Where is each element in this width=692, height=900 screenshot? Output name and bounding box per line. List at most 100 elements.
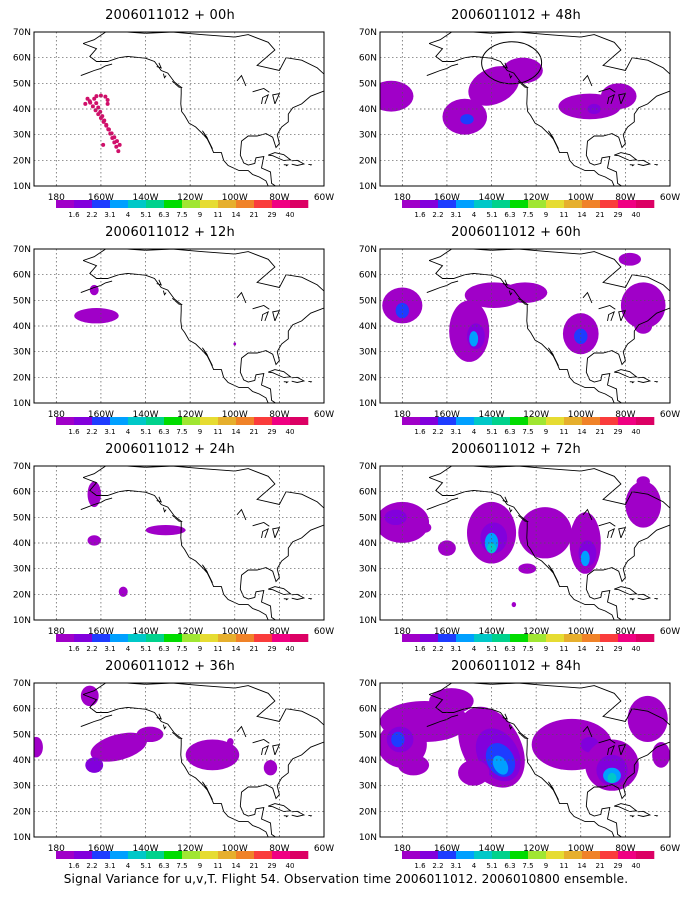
map-svg: 70N 60N 50N 40N 30N 20N 10N 180 160W 140W 120W 100W… bbox=[13, 28, 334, 200]
colorbar-label: 11 bbox=[560, 645, 569, 653]
colorbar-swatch bbox=[510, 417, 529, 425]
colorbar-label: 5.1 bbox=[486, 645, 497, 653]
colorbar-label: 5.1 bbox=[486, 862, 497, 870]
colorbar-label: 29 bbox=[614, 862, 623, 870]
lat-tick-label: 60N bbox=[359, 54, 377, 64]
variance-shading bbox=[627, 695, 668, 743]
variance-shading bbox=[574, 328, 588, 344]
map-panel-36h: 2006011012 + 36h 70N 60N 50N 40N 30N 20N 10N 180… bbox=[0, 655, 340, 870]
coastline bbox=[618, 309, 627, 322]
variance-shading bbox=[607, 772, 617, 784]
colorbar-swatch bbox=[74, 634, 93, 642]
colorbar-label: 2.2 bbox=[86, 862, 97, 870]
colorbar: 1.6 2.2 3.1 4 5.1 6.3 7.5 9 11 14 21 29 40 bbox=[346, 634, 686, 654]
panel-title: 2006011012 + 48h bbox=[451, 8, 581, 23]
colorbar-swatch bbox=[290, 851, 309, 859]
coastline bbox=[607, 311, 616, 322]
lon-tick-label: 140W bbox=[478, 193, 504, 200]
colorbar-svg: 1.6 2.2 3.1 4 5.1 6.3 7.5 9 11 14 21 29 40 bbox=[402, 634, 655, 653]
flight-track-point bbox=[102, 118, 107, 123]
colorbar-label: 2.2 bbox=[86, 645, 97, 653]
coastline bbox=[428, 466, 670, 620]
colorbar-label: 14 bbox=[232, 645, 241, 653]
colorbar-swatch bbox=[582, 851, 601, 859]
lat-tick-label: 70N bbox=[359, 28, 377, 38]
colorbar-swatch bbox=[582, 634, 601, 642]
coastline bbox=[582, 725, 593, 738]
lon-tick-label: 80W bbox=[615, 193, 635, 200]
colorbar-swatch bbox=[492, 851, 511, 859]
colorbar-swatch bbox=[438, 851, 457, 859]
colorbar-swatch bbox=[420, 634, 439, 642]
variance-shading bbox=[89, 284, 99, 296]
coastline bbox=[82, 32, 324, 186]
colorbar-swatch bbox=[110, 200, 129, 208]
lon-tick-label: 80W bbox=[615, 844, 635, 851]
colorbar-label: 4 bbox=[126, 862, 131, 870]
lon-tick-label: 80W bbox=[269, 844, 289, 851]
lon-tick-label: 120W bbox=[177, 844, 203, 851]
coastline bbox=[637, 593, 652, 600]
lon-tick-label: 140W bbox=[478, 627, 504, 634]
colorbar-label: 3.1 bbox=[104, 211, 115, 219]
map-svg: 70N 60N 50N 40N 30N 20N 10N 180 160W 140W 120W 100W… bbox=[359, 679, 680, 851]
colorbar-label: 4 bbox=[126, 645, 131, 653]
colorbar-swatch bbox=[528, 851, 547, 859]
coastline bbox=[629, 598, 635, 601]
map-panel-0h: 2006011012 + 00h 70N 60N 50N 40N 30N 20N 10N 180… bbox=[0, 4, 340, 219]
colorbar-swatch bbox=[254, 417, 273, 425]
colorbar: 1.6 2.2 3.1 4 5.1 6.3 7.5 9 11 14 21 29 40 bbox=[346, 851, 686, 871]
colorbar-swatch bbox=[510, 200, 529, 208]
colorbar-swatch bbox=[474, 200, 493, 208]
colorbar-swatch bbox=[546, 200, 565, 208]
variance-shading bbox=[90, 732, 147, 762]
map-panel-84h: 2006011012 + 84h 70N 60N 50N 40N 30N 20N 10N 180… bbox=[346, 655, 686, 870]
lat-tick-label: 50N bbox=[13, 513, 31, 523]
coastline bbox=[582, 508, 593, 521]
coastline bbox=[162, 290, 167, 296]
coastline bbox=[291, 376, 306, 383]
map-plot: 70N 60N 50N 40N 30N 20N 10N 180 160W 140W 120W 100W… bbox=[346, 28, 686, 200]
coastline bbox=[268, 152, 292, 162]
variance-shading bbox=[185, 739, 240, 771]
colorbar-label: 5.1 bbox=[486, 428, 497, 436]
colorbar-label: 29 bbox=[268, 645, 277, 653]
coastline bbox=[252, 88, 270, 93]
colorbar-label: 4 bbox=[126, 428, 131, 436]
colorbar-label: 6.3 bbox=[158, 428, 169, 436]
colorbar-swatch bbox=[546, 417, 565, 425]
map-svg: 70N 60N 50N 40N 30N 20N 10N 180 160W 140W 120W 100W… bbox=[13, 245, 334, 417]
coastline bbox=[614, 586, 638, 596]
lat-tick-label: 70N bbox=[13, 679, 31, 689]
lat-tick-label: 40N bbox=[359, 105, 377, 115]
coastline bbox=[428, 43, 615, 186]
colorbar-swatch bbox=[110, 634, 129, 642]
lon-tick-label: 60W bbox=[660, 193, 680, 200]
coastline bbox=[308, 814, 313, 817]
colorbar-swatch bbox=[128, 417, 147, 425]
colorbar-label: 9 bbox=[198, 211, 202, 219]
colorbar-label: 1.6 bbox=[68, 645, 80, 653]
colorbar-label: 9 bbox=[198, 645, 202, 653]
colorbar-label: 11 bbox=[214, 645, 223, 653]
colorbar-swatch bbox=[254, 851, 273, 859]
coastline bbox=[261, 745, 270, 756]
colorbar-swatch bbox=[272, 851, 291, 859]
lat-tick-label: 20N bbox=[359, 807, 377, 817]
colorbar-swatch bbox=[600, 851, 619, 859]
flight-track-point bbox=[112, 140, 117, 145]
lon-tick-label: 60W bbox=[314, 844, 334, 851]
lon-tick-label: 140W bbox=[132, 627, 158, 634]
variance-shading bbox=[492, 755, 509, 775]
lat-tick-label: 20N bbox=[13, 807, 31, 817]
colorbar: 1.6 2.2 3.1 4 5.1 6.3 7.5 9 11 14 21 29 40 bbox=[0, 417, 340, 437]
colorbar-label: 29 bbox=[614, 211, 623, 219]
coastline bbox=[502, 62, 509, 69]
lat-tick-label: 60N bbox=[359, 271, 377, 281]
coastline bbox=[80, 497, 113, 511]
variance-shading bbox=[618, 252, 641, 266]
colorbar-label: 3.1 bbox=[450, 428, 461, 436]
flight-track-point bbox=[101, 142, 106, 147]
lat-tick-label: 40N bbox=[13, 756, 31, 766]
colorbar-swatch bbox=[456, 851, 475, 859]
